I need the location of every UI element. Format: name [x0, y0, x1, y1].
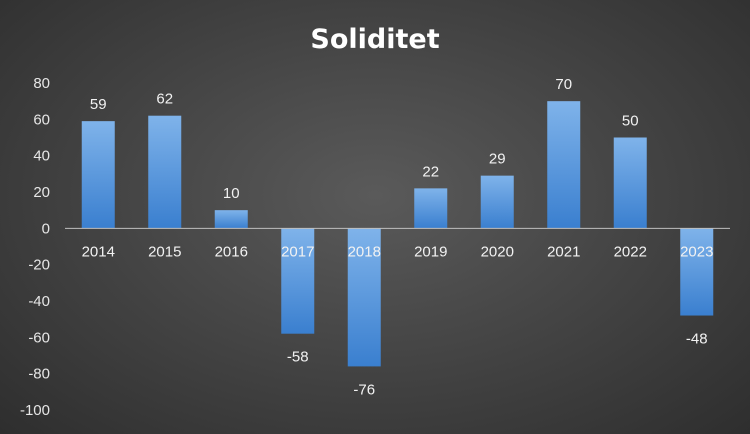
- data-label: 62: [156, 91, 173, 108]
- data-label: -58: [287, 349, 309, 366]
- data-label: 50: [622, 113, 639, 130]
- data-label: 29: [489, 151, 506, 168]
- bar-2020: [480, 175, 514, 229]
- y-tick-label: -20: [28, 257, 50, 274]
- data-label: -48: [686, 331, 708, 348]
- category-label: 2023: [680, 243, 713, 260]
- y-tick-label: 40: [33, 148, 50, 165]
- bar-2014: [81, 121, 115, 229]
- y-tick-label: -60: [28, 329, 50, 346]
- data-label: 10: [223, 185, 240, 202]
- y-tick-label: -40: [28, 293, 50, 310]
- bar-2019: [414, 188, 448, 229]
- bar-2021: [547, 101, 581, 229]
- category-label: 2020: [481, 243, 514, 260]
- category-label: 2016: [215, 243, 248, 260]
- category-label: 2018: [348, 243, 381, 260]
- y-tick-label: -80: [28, 366, 50, 383]
- bar-2023: [680, 228, 714, 316]
- y-tick-label: 60: [33, 111, 50, 128]
- bar-2016: [214, 210, 248, 229]
- bar-2017: [281, 228, 315, 334]
- data-label: -76: [353, 381, 375, 398]
- y-tick-label: 20: [33, 184, 50, 201]
- bar-2015: [148, 115, 182, 229]
- y-tick-label: 80: [33, 75, 50, 92]
- category-label: 2019: [414, 243, 447, 260]
- data-label: 59: [90, 96, 107, 113]
- data-labels: 59 62 10 -58 -76 22 29 70 50 -48: [90, 76, 708, 398]
- data-label: 70: [555, 76, 572, 93]
- data-label: 22: [422, 163, 439, 180]
- category-label: 2017: [281, 243, 314, 260]
- category-labels: 2014 2015 2016 2017 2018 2019 2020 2021 2022 2023: [82, 243, 714, 260]
- category-label: 2014: [82, 243, 115, 260]
- y-axis-ticks: 80 60 40 20 0 -20 -40 -60 -80 -100: [20, 75, 50, 419]
- category-label: 2022: [614, 243, 647, 260]
- category-label: 2015: [148, 243, 181, 260]
- bar-2018: [347, 228, 381, 367]
- y-tick-label: 0: [42, 220, 50, 237]
- bar-2022: [613, 137, 647, 229]
- category-label: 2021: [547, 243, 580, 260]
- y-tick-label: -100: [20, 402, 50, 419]
- bars: [81, 101, 714, 367]
- chart-title: Soliditet: [310, 24, 439, 55]
